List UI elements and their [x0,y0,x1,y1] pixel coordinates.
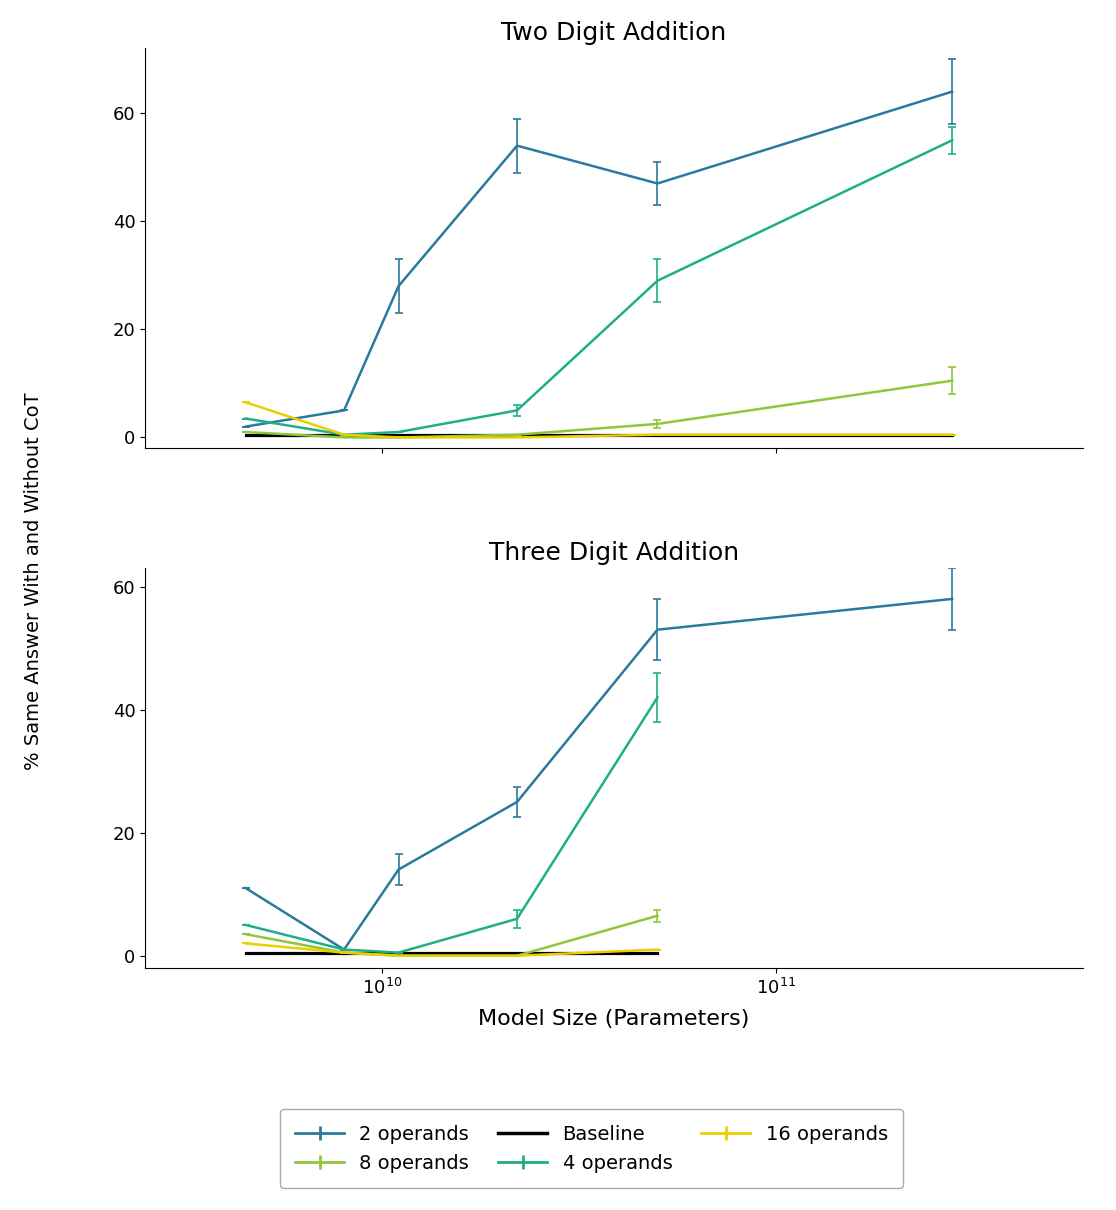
Baseline [510,945,523,960]
Baseline [945,427,959,442]
Title: Two Digit Addition: Two Digit Addition [501,21,727,45]
Baseline [510,427,523,442]
Legend: 2 operands, 8 operands, Baseline, 4 operands, 16 operands: 2 operands, 8 operands, Baseline, 4 oper… [280,1110,903,1188]
Baseline [337,427,350,442]
Baseline [239,427,252,442]
Title: Three Digit Addition: Three Digit Addition [489,541,739,565]
X-axis label: Model Size (Parameters): Model Size (Parameters) [478,1009,750,1028]
Text: % Same Answer With and Without CoT: % Same Answer With and Without CoT [23,392,44,770]
Baseline [651,427,664,442]
Baseline [651,945,664,960]
Baseline [239,945,252,960]
Baseline [337,945,350,960]
Baseline [392,945,405,960]
Baseline [392,427,405,442]
